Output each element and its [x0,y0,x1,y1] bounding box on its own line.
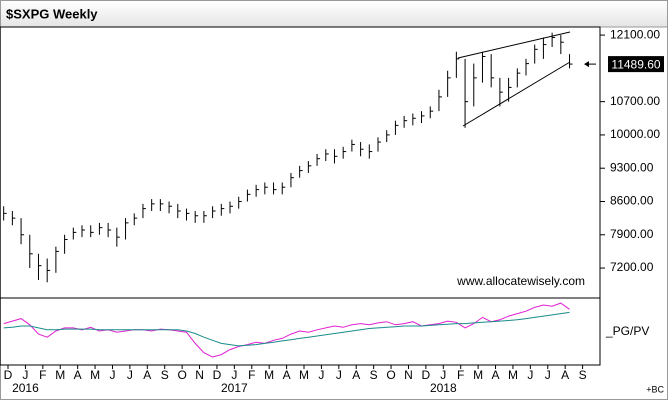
x-tick-label: O [386,368,395,382]
last-price-arrowhead [584,61,589,68]
x-tick-label: M [264,368,274,382]
last-price-box [608,56,664,73]
year-label: 2017 [221,381,248,395]
x-tick-label: S [161,368,169,382]
x-tick-label: J [109,368,115,382]
x-tick-label: F [39,368,46,382]
x-tick-label: J [231,368,237,382]
y-tick-label: 8600.00 [610,194,654,208]
x-tick-label: F [457,368,464,382]
x-tick-label: J [527,368,533,382]
x-tick-label: M [508,368,518,382]
y-tick-label: 12100.00 [610,27,660,41]
year-label: 2016 [12,381,39,395]
x-tick-label: J [545,368,551,382]
x-tick-label: D [4,368,13,382]
plot-frame [0,26,601,366]
x-tick-label: J [22,368,28,382]
x-tick-label: J [127,368,133,382]
x-tick-label: S [579,368,587,382]
chart-title: $SXPG Weekly [6,6,98,21]
x-tick-label: A [74,368,82,382]
x-tick-label: D [422,368,431,382]
x-tick-label: M [299,368,309,382]
indicator-line [3,311,570,347]
x-tick-label: N [404,368,413,382]
year-label: 2018 [430,381,457,395]
x-tick-label: A [352,368,360,382]
footer: +BC [646,384,664,394]
x-tick-label: A [561,368,569,382]
x-tick-label: M [473,368,483,382]
x-tick-label: A [283,368,291,382]
x-tick-label: M [55,368,65,382]
trend-line [457,31,571,59]
x-tick-label: F [248,368,255,382]
x-tick-label: A [492,368,500,382]
x-tick-label: S [370,368,378,382]
x-tick-label: A [143,368,151,382]
watermark: www.allocatewisely.com [456,274,585,288]
y-tick-label: 9300.00 [610,160,654,174]
x-tick-label: O [177,368,186,382]
y-tick-label: 10000.00 [610,127,660,141]
y-tick-label: 10700.00 [610,94,660,108]
x-tick-label: M [90,368,100,382]
title-bar [1,1,667,27]
y-tick-label: 7200.00 [610,260,654,274]
x-tick-label: N [195,368,204,382]
x-tick-label: J [318,368,324,382]
trend-line [462,61,571,127]
x-tick-label: J [336,368,342,382]
indicator-label: _PG/PV [605,324,649,338]
y-tick-label: 7900.00 [610,227,654,241]
x-tick-label: D [213,368,222,382]
last-price-label: 11489.60 [611,57,660,71]
x-tick-label: J [440,368,446,382]
